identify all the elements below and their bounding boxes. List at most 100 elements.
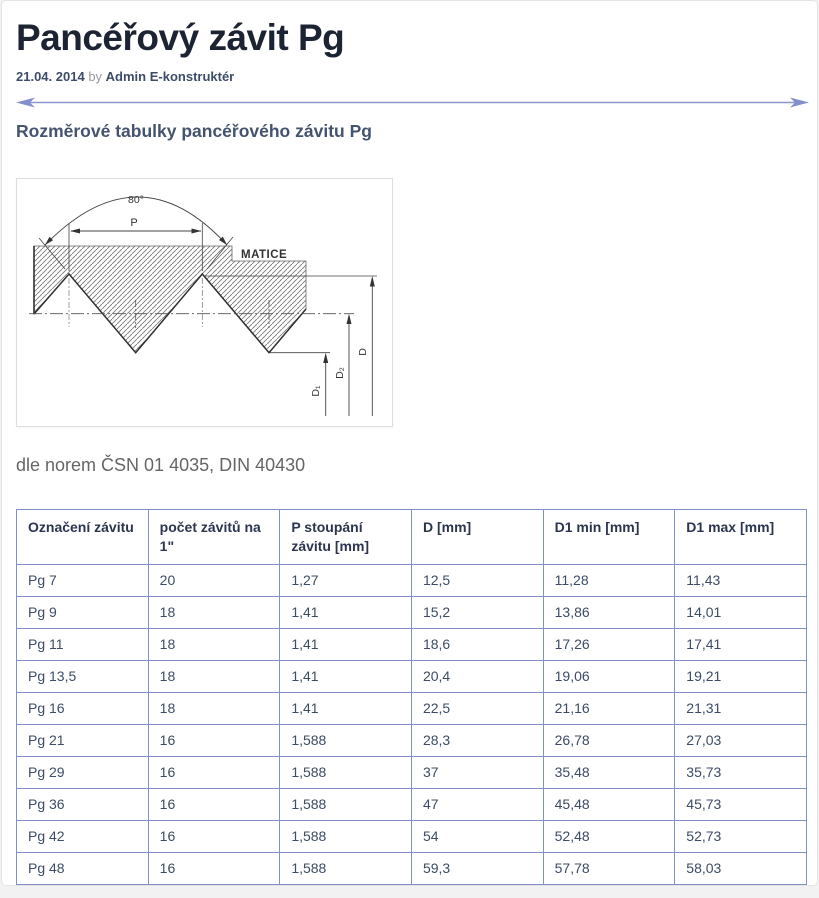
d-label: D [357,348,369,356]
nav-divider [16,97,809,108]
table-row: Pg 11 18 1,41 18,6 17,26 17,41 [16,628,807,662]
column-header: D1 min [mm] [542,509,676,566]
nut-hatched-area [33,246,307,354]
table-cell: Pg 13,5 [16,660,149,694]
table-cell: 57,78 [542,852,676,886]
angle-arrow-right [219,237,227,246]
table-cell: 45,73 [674,788,807,822]
table-cell: 37 [410,756,544,790]
table-cell: 15,2 [410,596,544,630]
table-cell: 26,78 [542,724,676,758]
table-cell: 22,5 [410,692,544,726]
article-date: 21.04. 2014 [16,69,85,85]
d-arrow [369,276,375,287]
table-row: Pg 29 16 1,588 37 35,48 35,73 [16,756,807,790]
table-cell: Pg 29 [16,756,149,790]
column-header: Označení závitu [16,509,149,566]
thread-profile-line [33,273,307,355]
table-cell: 1,41 [279,596,412,630]
table-cell: 16 [147,724,281,758]
table-row: Pg 16 18 1,41 22,5 21,16 21,31 [16,692,807,726]
table-cell: 20,4 [410,660,544,694]
nut-label: MATICE [241,249,287,261]
flank-extension-left [38,238,66,270]
table-cell: 11,28 [542,564,676,598]
next-arrow-icon[interactable] [790,97,809,108]
d2-arrow [346,314,352,325]
table-cell: 1,41 [279,692,412,726]
pg-thread-table: Označení závitu počet závitů na 1" P sto… [16,509,807,886]
table-row: Pg 13,5 18 1,41 20,4 19,06 19,21 [16,660,807,694]
table-cell: 18 [147,692,281,726]
table-cell: 18 [147,596,281,630]
table-cell: 35,48 [542,756,676,790]
d1-label: D₁ [310,385,322,397]
table-cell: 1,41 [279,628,412,662]
d1-arrow [323,353,329,364]
table-cell: 21,16 [542,692,676,726]
article-author-link[interactable]: Admin E-konstruktér [105,69,235,85]
norms-text: dle norem ČSN 01 4035, DIN 40430 [16,455,306,476]
table-cell: 11,43 [674,564,807,598]
section-heading: Rozměrové tabulky pancéřového závitu Pg [16,121,372,142]
table-cell: 19,21 [674,660,807,694]
table-cell: 18,6 [410,628,544,662]
column-header: D [mm] [410,509,544,566]
table-cell: 59,3 [410,852,544,886]
table-cell: Pg 36 [16,788,149,822]
table-cell: 17,41 [674,628,807,662]
table-cell: 47 [410,788,544,822]
table-cell: 1,41 [279,660,412,694]
table-cell: 54 [410,820,544,854]
table-cell: 35,73 [674,756,807,790]
table-cell: 16 [147,852,281,886]
table-cell: 1,588 [279,788,412,822]
table-cell: 27,03 [674,724,807,758]
table-cell: 12,5 [410,564,544,598]
p-arrow-right [191,228,202,234]
table-cell: 58,03 [674,852,807,886]
table-cell: 13,86 [542,596,676,630]
table-cell: Pg 16 [16,692,149,726]
table-row: Pg 42 16 1,588 54 52,48 52,73 [16,820,807,854]
table-header-row: Označení závitu počet závitů na 1" P sto… [16,509,807,566]
table-cell: 1,588 [279,724,412,758]
column-header: P stoupání závitu [mm] [279,509,412,566]
column-header: počet závitů na 1" [147,509,281,566]
table-cell: Pg 11 [16,628,149,662]
pitch-label: P [130,217,137,229]
prev-arrow-icon[interactable] [16,97,35,108]
table-cell: 45,48 [542,788,676,822]
table-cell: 16 [147,820,281,854]
table-cell: 16 [147,756,281,790]
table-cell: 28,3 [410,724,544,758]
table-row: Pg 36 16 1,588 47 45,48 45,73 [16,788,807,822]
table-cell: 1,27 [279,564,412,598]
table-cell: 19,06 [542,660,676,694]
table-row: Pg 9 18 1,41 15,2 13,86 14,01 [16,596,807,630]
by-label: by [88,69,103,85]
table-row: Pg 21 16 1,588 28,3 26,78 27,03 [16,724,807,758]
table-cell: 18 [147,628,281,662]
angle-label: 80° [128,194,144,206]
table-cell: Pg 9 [16,596,149,630]
angle-arrow-left [45,237,54,246]
table-cell: 16 [147,788,281,822]
table-cell: 52,48 [542,820,676,854]
table-cell: Pg 21 [16,724,149,758]
table-cell: 1,588 [279,756,412,790]
article-meta: 21.04. 2014 by Admin E-konstruktér [16,69,803,84]
table-cell: 14,01 [674,596,807,630]
flank-extension-right [206,237,234,270]
table-cell: 1,588 [279,852,412,886]
p-arrow-left [70,228,80,234]
table-row: Pg 7 20 1,27 12,5 11,28 11,43 [16,564,807,598]
table-cell: 52,73 [674,820,807,854]
p-extension-lines [68,223,203,272]
d2-label: D₂ [334,368,346,380]
table-cell: 21,31 [674,692,807,726]
table-cell: 20 [147,564,281,598]
thread-profile-figure: P 80° MATICE D₁ D₂ D [16,178,393,428]
table-cell: Pg 42 [16,820,149,854]
